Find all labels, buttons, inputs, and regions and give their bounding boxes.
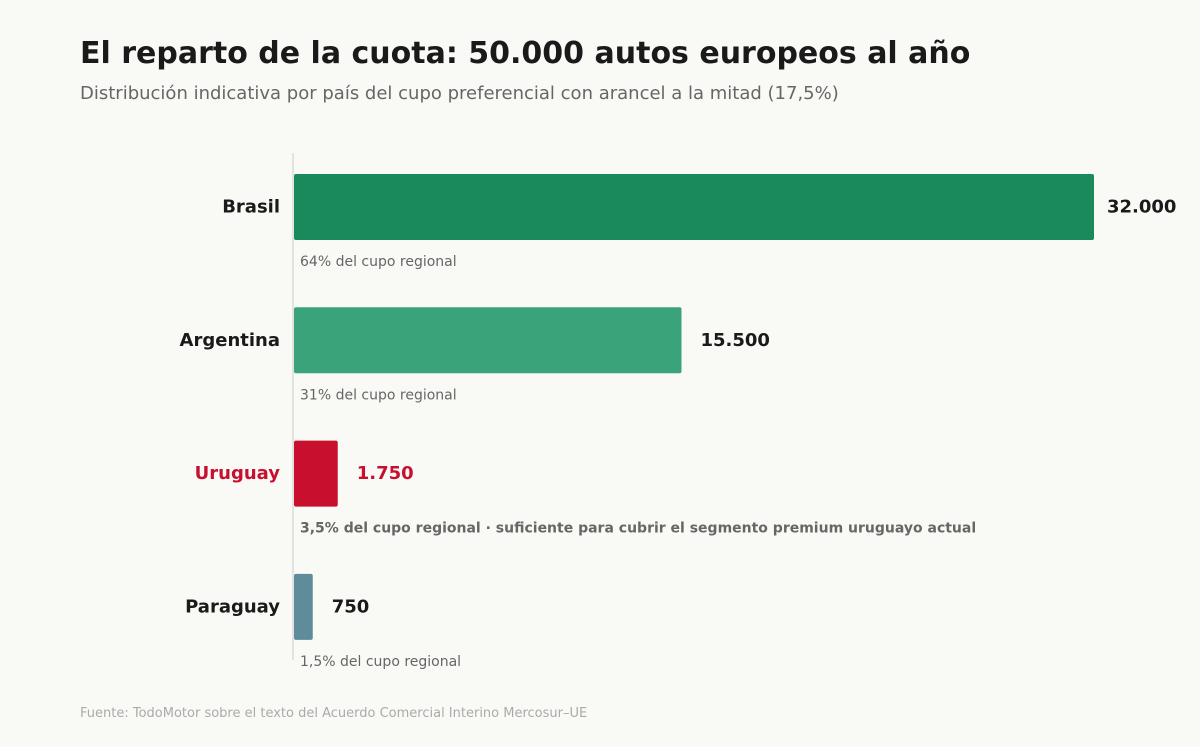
- bars-group: Brasil 32.000 64% del cupo regional Argenti…: [180, 174, 1176, 670]
- bar: [294, 174, 1094, 240]
- value-label: 750: [332, 596, 370, 617]
- bar: [294, 573, 313, 640]
- share-annotation: 1,5% del cupo regional: [300, 654, 461, 670]
- chart-subtitle: Distribución indicativa por país del cup…: [80, 83, 839, 104]
- value-label: 32.000: [1107, 197, 1176, 218]
- category-label: Paraguay: [185, 596, 280, 617]
- category-label: Brasil: [222, 197, 280, 218]
- bar-chart: Brasil 32.000 64% del cupo regional Argenti…: [180, 153, 1176, 670]
- source-note: Fuente: TodoMotor sobre el texto del Acu…: [80, 706, 588, 721]
- value-label: 1.750: [357, 463, 414, 484]
- value-label: 15.500: [701, 330, 770, 351]
- bar: [294, 307, 682, 374]
- category-label: Argentina: [180, 330, 280, 351]
- share-annotation: 3,5% del cupo regional · suficiente para…: [300, 521, 976, 537]
- share-annotation: 31% del cupo regional: [300, 387, 457, 403]
- category-label: Uruguay: [195, 463, 281, 484]
- bar: [294, 440, 338, 507]
- chart-title: El reparto de la cuota: 50.000 autos eur…: [80, 36, 971, 71]
- share-annotation: 64% del cupo regional: [300, 254, 457, 270]
